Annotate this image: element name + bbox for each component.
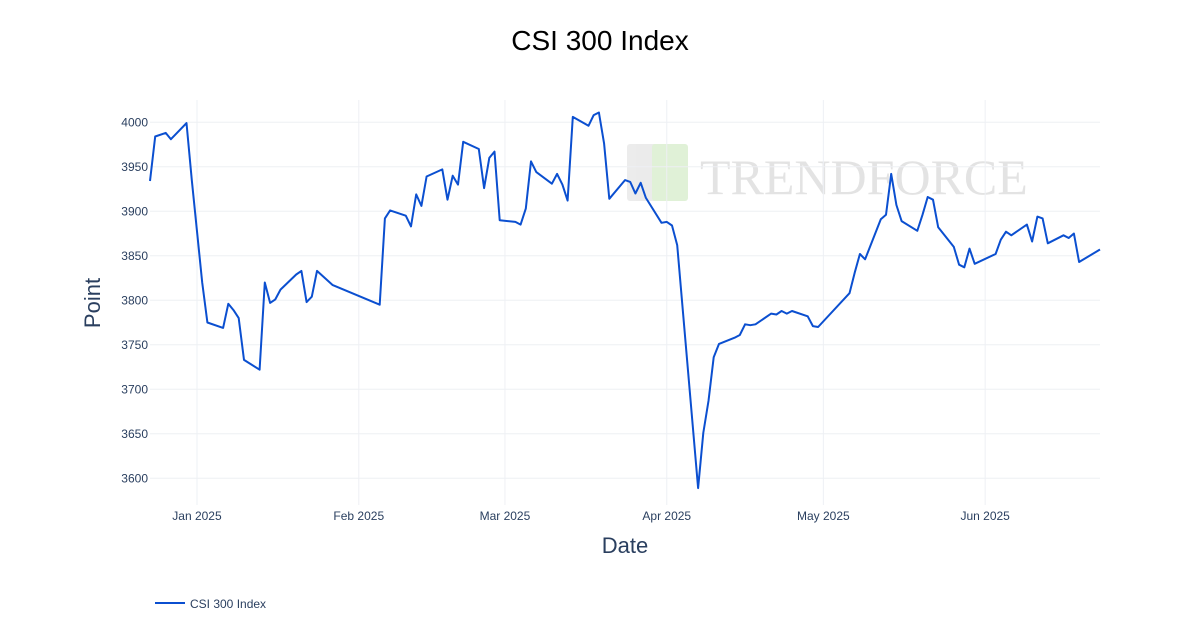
- x-axis-title: Date: [602, 533, 648, 558]
- y-tick-label: 3800: [121, 293, 148, 307]
- plot-area: [149, 111, 1101, 490]
- x-tick-label: Mar 2025: [480, 509, 531, 523]
- y-tick-label: 3900: [121, 204, 148, 218]
- series-line-csi-300[interactable]: [149, 111, 1101, 490]
- grid-lines: [150, 100, 1100, 505]
- y-axis-title: Point: [80, 278, 105, 328]
- x-tick-label: Feb 2025: [333, 509, 384, 523]
- x-tick-label: Jun 2025: [960, 509, 1010, 523]
- legend-label[interactable]: CSI 300 Index: [190, 597, 266, 611]
- x-tick-label: Apr 2025: [642, 509, 691, 523]
- watermark-logo-right: [652, 144, 688, 201]
- trendforce-watermark: TRENDFORCE: [627, 144, 1028, 205]
- y-tick-label: 3700: [121, 382, 148, 396]
- x-tick-label: Jan 2025: [172, 509, 222, 523]
- y-tick-label: 3650: [121, 427, 148, 441]
- y-tick-label: 3600: [121, 471, 148, 485]
- watermark-text: TRENDFORCE: [700, 149, 1028, 205]
- chart-title: CSI 300 Index: [511, 25, 688, 56]
- y-tick-label: 3850: [121, 249, 148, 263]
- y-tick-label: 4000: [121, 115, 148, 129]
- y-tick-label: 3950: [121, 160, 148, 174]
- y-tick-label: 3750: [121, 338, 148, 352]
- x-axis-ticks: Jan 2025 Feb 2025 Mar 2025 Apr 2025 May 2025…: [172, 509, 1010, 523]
- legend[interactable]: CSI 300 Index: [155, 597, 266, 611]
- watermark-logo-left: [627, 144, 663, 201]
- x-tick-label: May 2025: [797, 509, 850, 523]
- y-axis-ticks: 3600 3650 3700 3750 3800 3850 3900 3950 4000: [121, 115, 148, 485]
